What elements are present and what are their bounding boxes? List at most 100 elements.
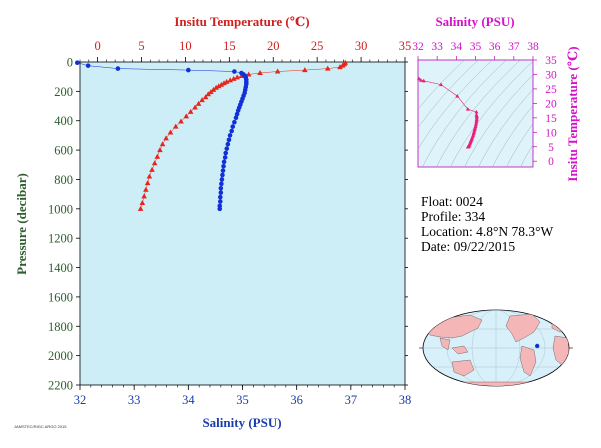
density-contour <box>418 60 479 129</box>
south-america-land <box>519 345 537 377</box>
temperature-point <box>137 205 144 211</box>
salinity-point <box>217 206 223 212</box>
temperature-point <box>139 199 146 205</box>
ts-point <box>473 122 478 127</box>
salinity-point <box>235 108 241 113</box>
pressure-tick-label: 600 <box>54 144 73 158</box>
pressure-tick-label: 1200 <box>48 232 73 246</box>
density-contour <box>418 60 493 150</box>
salinity-tick-label: 37 <box>345 393 358 407</box>
ts-salinity-tick-label: 33 <box>431 41 443 53</box>
temperature-point <box>163 135 169 141</box>
density-contour <box>450 60 533 167</box>
ts-temperature-tick-label: 5 <box>548 142 554 154</box>
density-contour <box>492 105 533 167</box>
salinity-tick-label: 36 <box>290 393 303 407</box>
density-contour <box>506 123 533 167</box>
profile-number: Profile: 334 <box>421 209 486 224</box>
ts-point <box>474 115 479 120</box>
pressure-tick-label: 800 <box>54 173 73 187</box>
ts-temperature-tick-label: 35 <box>545 55 557 67</box>
salinity-point <box>220 172 225 178</box>
ts-panel: 32 33 34 35 36 37 38 0 5 10 15 20 25 30 35 Salinity (P… <box>412 14 601 182</box>
salinity-point <box>217 199 223 204</box>
temperature-point <box>274 68 281 74</box>
ts-point <box>421 78 426 83</box>
salinity-point <box>227 133 233 138</box>
salinity-point <box>186 67 191 73</box>
salinity-point <box>221 163 226 169</box>
temperature-point <box>192 104 198 110</box>
salinity-tick-label: 34 <box>182 393 195 407</box>
ts-point <box>465 106 470 111</box>
temperature-point <box>154 153 161 159</box>
salinity-point <box>219 181 224 187</box>
pressure-tick-label: 2000 <box>48 349 73 363</box>
pressure-tick-label: 2200 <box>48 379 73 393</box>
salinity-point <box>222 155 228 160</box>
eurasia-land <box>425 314 483 339</box>
salinity-tick-label: 35 <box>236 393 249 407</box>
temperature-tick-label: 5 <box>138 39 144 53</box>
salinity-point <box>221 159 227 165</box>
ts-point <box>465 144 470 149</box>
pressure-tick-label: 0 <box>67 56 73 70</box>
temperature-point <box>157 147 163 153</box>
salinity-point <box>115 66 121 71</box>
pressure-tick-label: 400 <box>54 114 73 128</box>
australia-land <box>451 359 475 377</box>
maritime-se-asia-land <box>451 345 469 355</box>
profile-axes-ticks: 0200400600800100012001400160018002000220… <box>48 39 411 407</box>
density-contour <box>478 89 533 167</box>
salinity-point <box>232 69 237 74</box>
ts-y-axis-title: Insitu Temperature (℃) <box>565 46 580 181</box>
south-asia-land <box>439 337 451 351</box>
density-contours <box>418 52 601 172</box>
ts-point <box>474 109 479 114</box>
float-location-marker <box>535 343 540 349</box>
salinity-point <box>74 60 80 66</box>
temperature-point <box>324 65 331 71</box>
temperature-point <box>141 193 147 199</box>
ts-point <box>474 119 479 123</box>
density-contour <box>588 52 601 172</box>
temperature-tick-label: 20 <box>267 39 280 53</box>
salinity-point <box>218 185 224 191</box>
temperature-point <box>172 123 179 129</box>
temperature-tick-label: 0 <box>94 39 100 53</box>
map-graticule <box>423 310 569 386</box>
pressure-tick-label: 1600 <box>48 290 73 304</box>
bottom-axis-title: Salinity (PSU) <box>202 415 281 430</box>
salinity-point <box>233 115 239 121</box>
temperature-point <box>337 64 343 70</box>
temperature-point <box>146 173 153 179</box>
temperature-point <box>167 129 174 135</box>
salinity-point <box>218 190 224 195</box>
ts-axes-ticks: 32 33 34 35 36 37 38 0 5 10 15 20 25 30 35 <box>412 41 557 168</box>
ts-x-axis-title: Salinity (PSU) <box>435 14 514 29</box>
top-axis-title: Insitu Temperature (℃) <box>174 14 309 29</box>
salinity-point <box>223 150 229 156</box>
temperature-point <box>205 91 212 97</box>
float-id: Float: 0024 <box>421 194 483 209</box>
salinity-tick-label: 38 <box>399 393 412 407</box>
density-contour <box>464 74 533 167</box>
salinity-point <box>229 128 234 134</box>
ts-salinity-tick-label: 36 <box>489 41 501 53</box>
temperature-point <box>151 160 158 166</box>
ts-temperature-tick-label: 30 <box>545 69 557 81</box>
salinity-point <box>234 111 240 117</box>
temperature-tick-label: 25 <box>311 39 324 53</box>
ts-temperature-tick-label: 20 <box>545 98 557 110</box>
salinity-point <box>85 63 91 68</box>
temperature-point <box>210 86 217 92</box>
temperature-point <box>195 100 202 106</box>
salinity-series <box>74 60 249 212</box>
temperature-tick-label: 30 <box>355 39 368 53</box>
temperature-point <box>178 118 184 124</box>
temperature-point <box>143 186 149 192</box>
temperature-point <box>187 108 194 114</box>
salinity-tick-label: 32 <box>74 393 87 407</box>
density-contour <box>418 60 465 110</box>
